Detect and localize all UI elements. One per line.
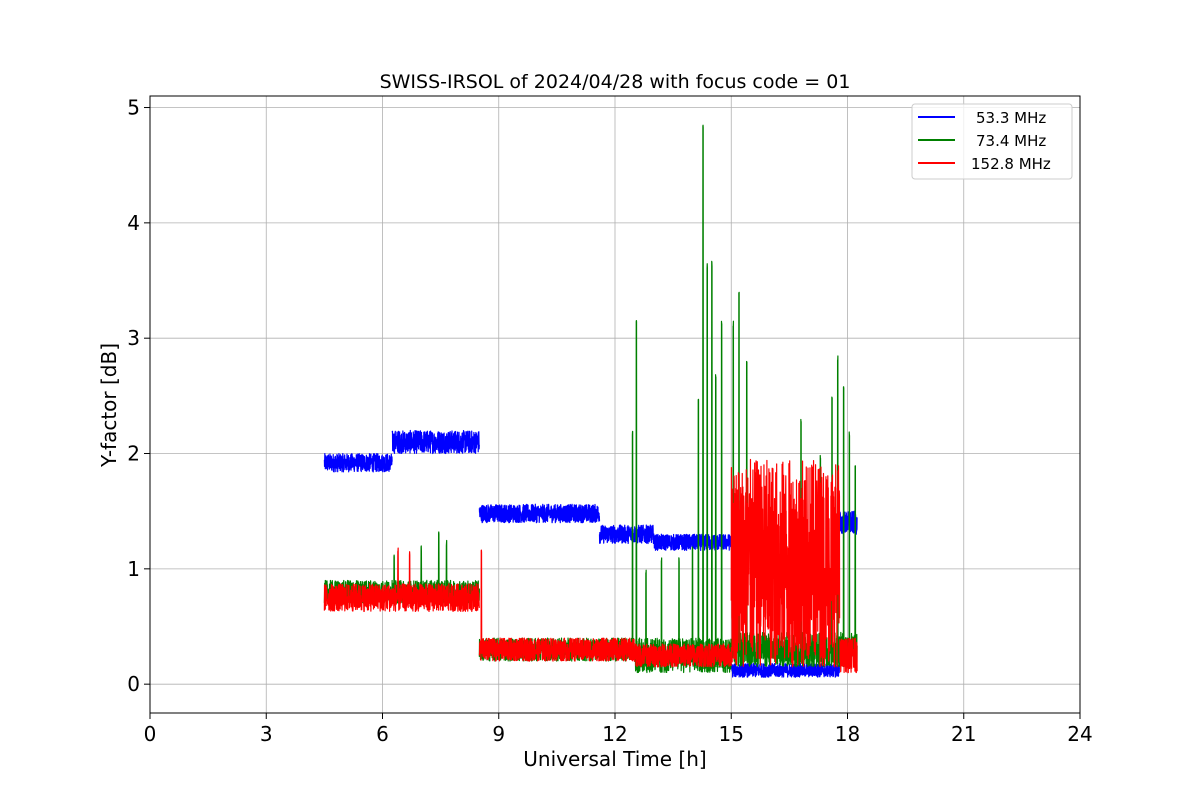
y-tick-label: 1 xyxy=(127,557,140,581)
y-tick-label: 3 xyxy=(127,326,140,350)
x-tick-label: 6 xyxy=(376,722,389,746)
series-line-152-8-mhz xyxy=(323,458,858,674)
x-tick-label: 12 xyxy=(602,722,627,746)
x-tick-label: 3 xyxy=(260,722,273,746)
grid-lines xyxy=(149,96,1081,713)
x-tick-label: 21 xyxy=(951,722,976,746)
y-tick-label: 2 xyxy=(127,442,140,466)
series-line-53-3-mhz xyxy=(323,429,858,678)
legend-label-53mhz: 53.3 MHz xyxy=(976,109,1046,127)
y-tick-label: 0 xyxy=(127,672,140,696)
series-group xyxy=(323,124,858,678)
y-tick-label: 4 xyxy=(127,211,140,235)
y-ticks: 0 1 2 3 4 5 xyxy=(127,96,150,696)
x-axis-label: Universal Time [h] xyxy=(523,747,706,771)
y-axis-label: Y-factor [dB] xyxy=(97,343,121,468)
legend-label-152mhz: 152.8 MHz xyxy=(971,155,1051,173)
y-tick-label: 5 xyxy=(127,96,140,120)
x-tick-label: 15 xyxy=(719,722,744,746)
x-ticks: 0 3 6 9 12 15 18 21 24 xyxy=(144,713,1093,746)
legend-box xyxy=(911,103,1073,180)
legend: 53.3 MHz 73.4 MHz 152.8 MHz xyxy=(911,103,1073,180)
chart-title: SWISS-IRSOL of 2024/04/28 with focus cod… xyxy=(380,71,851,93)
x-tick-label: 9 xyxy=(492,722,505,746)
x-tick-label: 18 xyxy=(835,722,860,746)
x-tick-label: 24 xyxy=(1067,722,1092,746)
x-tick-label: 0 xyxy=(144,722,157,746)
legend-label-73mhz: 73.4 MHz xyxy=(976,132,1046,150)
